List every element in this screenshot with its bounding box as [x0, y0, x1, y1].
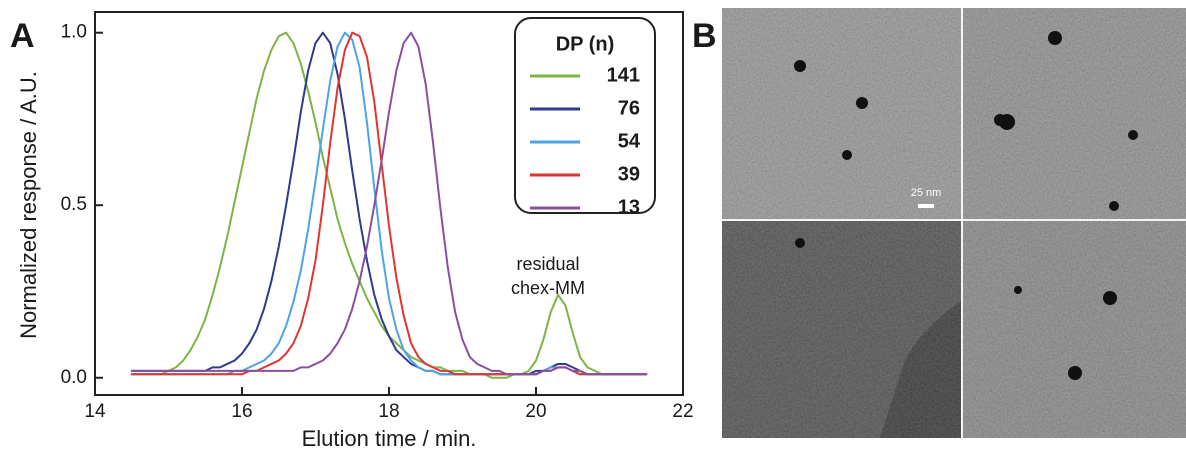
image-grain: [722, 8, 1186, 438]
legend: DP (n) 141 76 54 39 13: [514, 17, 656, 218]
tem-image: 25 nm: [722, 8, 1186, 438]
x-axis-title: Elution time / min.: [302, 426, 477, 451]
plot-frame: [94, 11, 684, 396]
legend-box: [514, 17, 656, 214]
series-line: [130, 31, 648, 376]
legend-label: 54: [618, 130, 641, 152]
panel-label: B: [692, 17, 717, 55]
series-line: [130, 31, 648, 376]
y-tick-label: 0.5: [61, 194, 87, 215]
legend-title: DP (n): [556, 33, 615, 55]
x-tick-label: 22: [672, 401, 693, 422]
annotation: residual: [516, 254, 579, 274]
panel-label: A: [10, 17, 35, 55]
x-tick-label: 18: [378, 401, 399, 422]
legend-label: 39: [618, 163, 640, 185]
legend-label: 141: [607, 64, 640, 86]
x-tick-label: 14: [84, 401, 106, 422]
x-tick-label: 16: [231, 401, 252, 422]
y-tick-label: 1.0: [61, 22, 87, 43]
plot-area: 14 16 18 20 22 0.0 0.5 1.0: [61, 22, 694, 422]
y-tick-label: 0.0: [61, 367, 87, 388]
annotation: chex-MM: [511, 278, 585, 298]
legend-label: 76: [618, 97, 640, 119]
scale-bar-label: 25 nm: [911, 187, 942, 199]
y-axis-title: Normalized response / A.U.: [16, 71, 41, 339]
scale-bar: [918, 204, 934, 208]
particles: [794, 31, 1138, 380]
legend-label: 13: [618, 196, 640, 218]
x-tick-label: 20: [525, 401, 546, 422]
